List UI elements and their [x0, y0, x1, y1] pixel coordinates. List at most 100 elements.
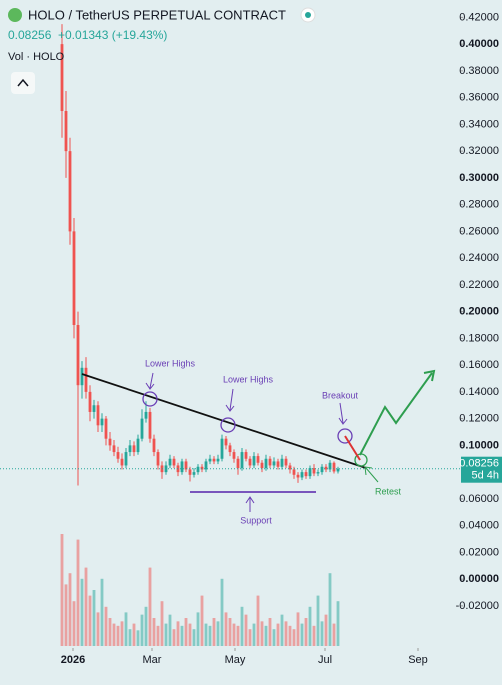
volume-bar	[88, 595, 92, 646]
candle-body	[132, 445, 136, 453]
volume-bar	[296, 612, 300, 646]
candle-body	[164, 465, 168, 473]
marker-circle	[220, 417, 236, 433]
y-tick-label: 0.32000	[459, 145, 499, 157]
volume-bar	[304, 618, 308, 646]
candle-body	[168, 458, 172, 466]
candle-body	[84, 367, 88, 392]
candle-body	[272, 461, 276, 466]
candle-body	[308, 468, 312, 477]
candle-body	[276, 461, 280, 467]
y-tick-label: 0.38000	[459, 65, 499, 77]
price-box-countdown: 5d 4h	[471, 470, 499, 482]
candle-body	[268, 458, 272, 466]
y-tick-label: 0.12000	[459, 413, 499, 425]
volume-bar	[72, 601, 76, 646]
candle-body	[300, 472, 304, 478]
volume-bar	[84, 567, 88, 646]
volume-bar	[144, 606, 148, 646]
volume-bar	[192, 629, 196, 646]
y-tick-label: 0.28000	[459, 199, 499, 211]
volume-bar	[148, 567, 152, 646]
volume-bar	[312, 625, 316, 646]
volume-bar	[196, 612, 200, 646]
volume-bar	[152, 618, 156, 646]
annotation: Support	[240, 515, 272, 525]
volume-bar	[336, 601, 340, 646]
candle-body	[80, 367, 84, 386]
volume-bar	[316, 595, 320, 646]
y-tick-label: 0.20000	[459, 306, 499, 318]
candle-body	[88, 391, 92, 412]
volume-bar	[300, 623, 304, 646]
candle-body	[60, 44, 64, 112]
candle-body	[156, 452, 160, 466]
candle-body	[316, 472, 320, 474]
x-tick-label: Sep	[408, 654, 428, 666]
volume-bar	[60, 534, 64, 646]
volume-bar	[276, 623, 280, 646]
candle-body	[288, 465, 292, 470]
volume-bar	[80, 578, 84, 646]
y-tick-label: 0.34000	[459, 118, 499, 130]
candle-body	[312, 468, 316, 474]
price-box-value: 0.08256	[459, 458, 499, 470]
candle-body	[240, 452, 244, 469]
candle-body	[112, 445, 116, 453]
collapse-button[interactable]	[11, 72, 35, 94]
volume-bar	[204, 623, 208, 646]
annotation: Retest	[375, 486, 402, 496]
volume-bar	[96, 612, 100, 646]
arrow	[225, 388, 235, 412]
y-tick-label: 0.30000	[459, 172, 499, 184]
volume-bar	[200, 595, 204, 646]
volume-bar	[124, 612, 128, 646]
candle-body	[92, 405, 96, 412]
status-dot	[305, 12, 311, 18]
candle-body	[172, 458, 176, 466]
candle-body	[204, 461, 208, 470]
volume-bar	[116, 625, 120, 646]
candle-body	[188, 469, 192, 475]
volume-bar	[280, 614, 284, 646]
annotation: Breakout	[322, 390, 359, 400]
y-tick-label: 0.10000	[459, 439, 499, 451]
volume-bar	[212, 618, 216, 646]
candle-body	[76, 325, 80, 386]
volume-bar	[284, 621, 288, 646]
candle-body	[104, 418, 108, 439]
candle-body	[228, 445, 232, 453]
volume-bar	[288, 625, 292, 646]
candle-body	[124, 452, 128, 466]
candle-body	[212, 458, 216, 462]
y-tick-label: 0.04000	[459, 520, 499, 532]
collapse-icon	[17, 78, 29, 87]
x-tick-label: May	[225, 654, 246, 666]
candle-body	[332, 462, 336, 472]
volume-bar	[112, 623, 116, 646]
candle-body	[256, 456, 260, 463]
volume-bar	[236, 625, 240, 646]
y-tick-label: 0.18000	[459, 332, 499, 344]
volume-bar	[248, 629, 252, 646]
volume-bar	[64, 584, 68, 646]
volume-bar	[168, 614, 172, 646]
volume-bar	[320, 621, 324, 646]
candle-layer	[0, 24, 460, 486]
candle-body	[144, 411, 148, 419]
candle-body	[292, 469, 296, 475]
candle-body	[120, 458, 124, 466]
volume-layer	[60, 534, 340, 646]
volume-bar	[172, 629, 176, 646]
candle-body	[216, 458, 220, 462]
x-tick-label: Jul	[318, 654, 332, 666]
volume-bar	[240, 606, 244, 646]
candle-body	[176, 465, 180, 473]
candle-body	[324, 466, 328, 470]
candle-body	[100, 418, 104, 426]
candle-body	[72, 231, 76, 326]
volume-bar	[220, 578, 224, 646]
y-tick-label: 0.14000	[459, 386, 499, 398]
y-tick-label: 0.24000	[459, 252, 499, 264]
arrow	[338, 402, 348, 425]
